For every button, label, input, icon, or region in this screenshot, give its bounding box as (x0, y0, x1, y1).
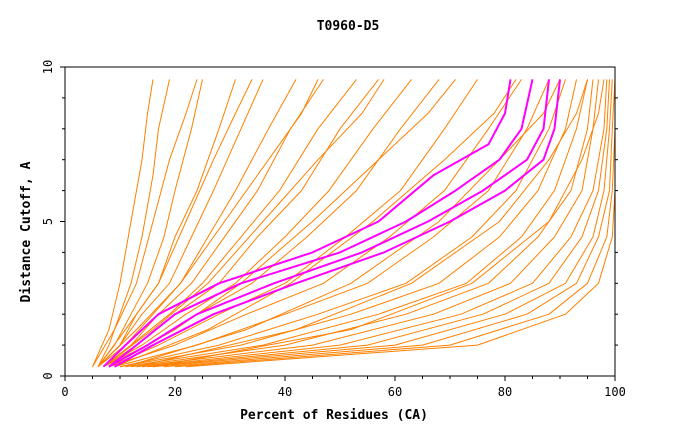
background-curve-15 (119, 79, 577, 368)
chart-title: T0960-D5 (317, 19, 380, 34)
y-axis-label: Distance Cutoff, A (19, 161, 34, 302)
highlighted-curve-1 (102, 79, 512, 368)
x-tick-label-20: 20 (168, 385, 182, 399)
background-curve-19 (141, 79, 608, 368)
x-tick-label-40: 40 (278, 385, 292, 399)
background-curve-22 (163, 79, 616, 368)
background-curve-7 (103, 79, 357, 368)
background-curve-28 (97, 79, 319, 368)
background-curve-33 (136, 79, 588, 368)
x-axis: 0 20 40 60 80 100 (61, 376, 626, 399)
y-tick-label-10: 10 (41, 60, 55, 74)
highlighted-curve-4 (114, 79, 561, 368)
background-curve-12 (108, 79, 522, 368)
x-tick-label-100: 100 (604, 385, 626, 399)
background-curve-4 (97, 79, 264, 368)
background-curve-9 (103, 79, 412, 368)
x-axis-label: Percent of Residues (CA) (240, 408, 428, 423)
background-curve-30 (108, 79, 456, 368)
y-tick-label-5: 5 (41, 218, 55, 225)
y-axis: 0 5 10 (41, 60, 618, 380)
y-tick-label-0: 0 (41, 372, 55, 379)
highlighted-curve-2 (108, 79, 534, 368)
background-curve-6 (103, 79, 324, 368)
background-curve-29 (103, 79, 385, 368)
x-tick-label-0: 0 (61, 385, 68, 399)
background-curve-14 (119, 79, 566, 368)
background-curve-16 (125, 79, 588, 368)
background-curve-3 (97, 79, 236, 368)
background-curve-32 (125, 79, 561, 368)
series-layer (92, 79, 616, 368)
background-curve-31 (114, 79, 517, 368)
background-curve-21 (152, 79, 613, 368)
background-curve-1 (97, 79, 170, 367)
background-curve-26 (92, 79, 198, 367)
background-curve-17 (130, 79, 594, 368)
background-curve-27 (97, 79, 253, 367)
background-curve-18 (136, 79, 599, 368)
highlighted-curve-3 (108, 79, 550, 368)
background-curve-34 (152, 79, 605, 368)
x-tick-label-60: 60 (388, 385, 402, 399)
x-tick-label-80: 80 (498, 385, 512, 399)
background-curve-25 (92, 79, 154, 367)
background-curve-20 (147, 79, 610, 368)
